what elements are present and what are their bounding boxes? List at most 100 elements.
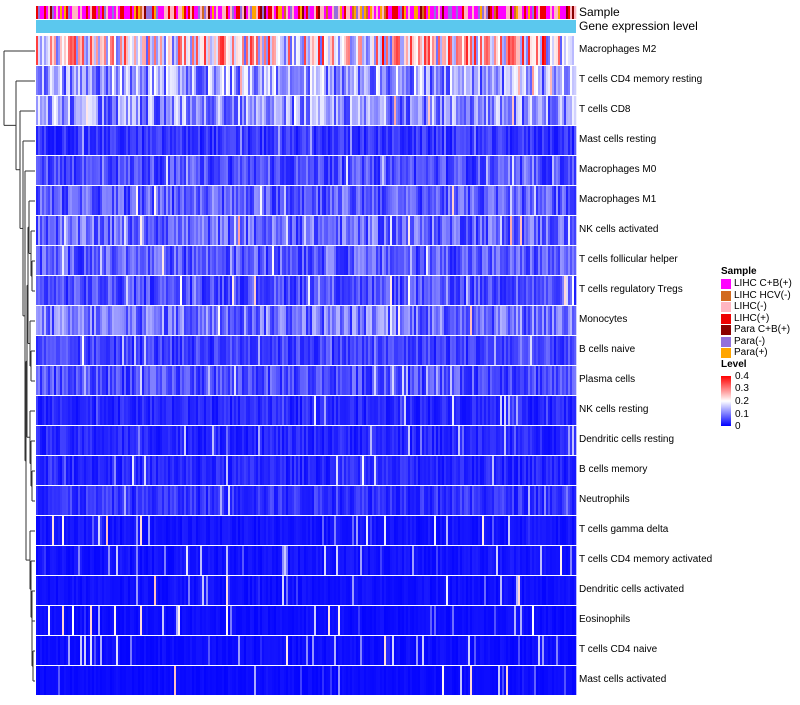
heatmap-cell <box>114 546 116 575</box>
heatmap-cell <box>482 276 484 305</box>
heatmap-cell <box>92 276 94 305</box>
heatmap-cell <box>162 216 164 245</box>
sample-annotation-cell <box>344 6 346 19</box>
heatmap-cell <box>524 96 526 125</box>
heatmap-cell <box>178 456 180 485</box>
heatmap-cell <box>468 366 470 395</box>
heatmap-cell <box>394 156 396 185</box>
heatmap-cell <box>140 186 142 215</box>
heatmap-cell <box>500 66 502 95</box>
heatmap-cell <box>100 186 102 215</box>
heatmap-cell <box>36 426 38 455</box>
heatmap-cell <box>100 126 102 155</box>
heatmap-cell <box>566 306 568 335</box>
heatmap-cell <box>72 126 74 155</box>
heatmap-cell <box>330 366 332 395</box>
sample-annotation-cell <box>210 6 212 19</box>
heatmap-cell <box>486 186 488 215</box>
heatmap-cell <box>526 396 528 425</box>
heatmap-cell <box>326 396 328 425</box>
heatmap-cell <box>376 336 378 365</box>
heatmap-cell <box>386 516 388 545</box>
heatmap-cell <box>64 336 66 365</box>
heatmap-cell <box>446 486 448 515</box>
heatmap-cell <box>204 486 206 515</box>
heatmap-cell <box>78 516 80 545</box>
heatmap-cell <box>328 426 330 455</box>
heatmap-cell <box>90 336 92 365</box>
heatmap-cell <box>566 276 568 305</box>
heatmap-cell <box>326 96 328 125</box>
heatmap-cell <box>242 216 244 245</box>
heatmap-cell <box>294 276 296 305</box>
heatmap-cell <box>42 486 44 515</box>
heatmap-cell <box>396 276 398 305</box>
sample-annotation-cell <box>380 6 382 19</box>
heatmap-cell <box>232 336 234 365</box>
heatmap-cell <box>324 456 326 485</box>
heatmap-cell <box>156 36 158 65</box>
heatmap-cell <box>384 336 386 365</box>
heatmap-cell <box>180 456 182 485</box>
heatmap-cell <box>222 336 224 365</box>
heatmap-cell <box>226 366 228 395</box>
heatmap-cell <box>196 276 198 305</box>
heatmap-cell <box>364 306 366 335</box>
heatmap-cell <box>164 276 166 305</box>
heatmap-cell <box>204 246 206 275</box>
heatmap-cell <box>178 336 180 365</box>
heatmap-cell <box>136 66 138 95</box>
heatmap-cell <box>276 366 278 395</box>
heatmap-cell <box>450 96 452 125</box>
heatmap-cell <box>214 456 216 485</box>
heatmap-cell <box>520 216 522 245</box>
heatmap-cell <box>366 126 368 155</box>
heatmap-cell <box>220 216 222 245</box>
heatmap-cell <box>508 426 510 455</box>
heatmap-cell <box>460 66 462 95</box>
heatmap-cell <box>308 486 310 515</box>
heatmap-cell <box>558 306 560 335</box>
heatmap-cell <box>188 366 190 395</box>
heatmap-cell <box>244 336 246 365</box>
heatmap-cell <box>220 396 222 425</box>
heatmap-cell <box>436 246 438 275</box>
heatmap-cell <box>518 96 520 125</box>
heatmap-cell <box>486 396 488 425</box>
heatmap-cell <box>54 516 56 545</box>
heatmap-cell <box>218 516 220 545</box>
heatmap-cell <box>124 246 126 275</box>
heatmap-cell <box>358 336 360 365</box>
heatmap-cell <box>228 396 230 425</box>
heatmap-cell <box>376 456 378 485</box>
heatmap-cell <box>444 456 446 485</box>
heatmap-cell <box>426 186 428 215</box>
heatmap-cell <box>430 366 432 395</box>
heatmap-cell <box>440 516 442 545</box>
heatmap-cell <box>320 246 322 275</box>
heatmap-cell <box>540 306 542 335</box>
heatmap-cell <box>404 156 406 185</box>
sample-annotation-cell <box>102 6 104 19</box>
heatmap-cell <box>58 216 60 245</box>
heatmap-cell <box>456 456 458 485</box>
sample-annotation-cell <box>476 6 478 19</box>
heatmap-cell <box>382 456 384 485</box>
heatmap-cell <box>278 366 280 395</box>
heatmap-cell <box>430 276 432 305</box>
heatmap-cell <box>230 336 232 365</box>
heatmap-cell <box>36 156 38 185</box>
heatmap-cell <box>562 156 564 185</box>
heatmap-cell <box>258 276 260 305</box>
heatmap-cell <box>248 486 250 515</box>
heatmap-cell <box>246 336 248 365</box>
heatmap-cell <box>200 366 202 395</box>
heatmap-cell <box>442 66 444 95</box>
heatmap-cell <box>116 546 118 575</box>
heatmap-cell <box>44 396 46 425</box>
heatmap-cell <box>516 306 518 335</box>
heatmap-cell <box>492 486 494 515</box>
heatmap-cell <box>178 396 180 425</box>
heatmap-cell <box>418 516 420 545</box>
heatmap-cell <box>194 126 196 155</box>
